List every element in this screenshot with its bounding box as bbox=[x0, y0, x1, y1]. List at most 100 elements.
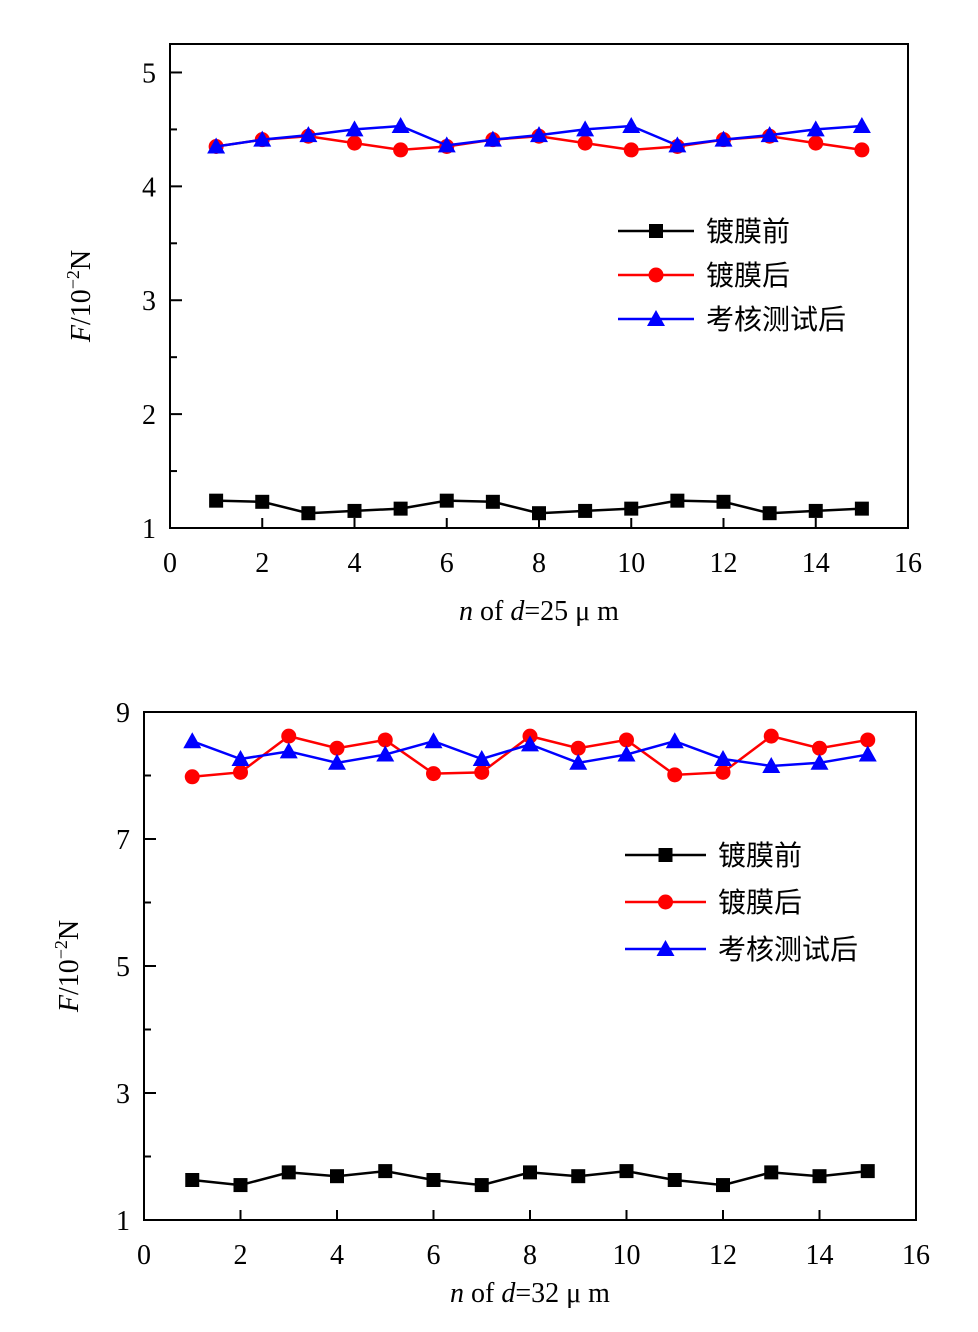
x-tick-label: 16 bbox=[902, 1240, 930, 1271]
y-tick-label: 7 bbox=[116, 825, 130, 856]
x-tick-label: 8 bbox=[532, 548, 546, 579]
data-point bbox=[521, 735, 539, 752]
data-point bbox=[209, 493, 224, 508]
data-point bbox=[347, 135, 362, 151]
data-point bbox=[378, 1164, 393, 1179]
data-point bbox=[665, 732, 684, 749]
x-tick-label: 2 bbox=[255, 548, 269, 579]
data-point bbox=[854, 142, 870, 158]
legend-entry: 镀膜后 bbox=[625, 886, 802, 919]
y-tick-label: 3 bbox=[116, 1079, 130, 1110]
data-point bbox=[233, 1178, 248, 1193]
legend-entry: 镀膜前 bbox=[618, 215, 790, 248]
data-point bbox=[530, 126, 548, 143]
data-point bbox=[852, 116, 871, 133]
data-point bbox=[716, 1178, 730, 1193]
y-tick-label: 9 bbox=[116, 698, 130, 729]
data-point bbox=[207, 137, 226, 154]
legend-label: 考核测试后 bbox=[706, 303, 846, 336]
y-tick-label: 3 bbox=[142, 286, 156, 317]
data-point bbox=[376, 745, 395, 762]
data-point bbox=[424, 732, 443, 749]
legend-entry: 镀膜前 bbox=[625, 839, 802, 872]
x-tick-label: 0 bbox=[137, 1240, 151, 1271]
data-point bbox=[299, 126, 318, 143]
data-point bbox=[668, 136, 687, 153]
data-point bbox=[714, 749, 732, 766]
data-point bbox=[667, 767, 683, 783]
data-point bbox=[532, 506, 546, 521]
x-axis-label: n of d=25 μ m bbox=[459, 596, 619, 627]
data-point bbox=[619, 732, 634, 748]
data-point bbox=[329, 740, 345, 756]
data-point bbox=[345, 120, 364, 137]
x-axis-label: n of d=32 μ m bbox=[450, 1278, 610, 1309]
legend-entry: 镀膜后 bbox=[618, 259, 790, 292]
x-tick-label: 6 bbox=[427, 1240, 441, 1271]
data-point bbox=[578, 503, 593, 518]
data-point bbox=[619, 1164, 634, 1179]
data-point bbox=[762, 506, 777, 521]
plot-frame bbox=[169, 43, 909, 529]
data-point bbox=[183, 732, 202, 749]
data-point bbox=[474, 1178, 489, 1193]
data-point bbox=[426, 766, 441, 782]
legend-label: 考核测试后 bbox=[718, 933, 858, 966]
data-point bbox=[391, 116, 410, 133]
data-point bbox=[760, 126, 779, 143]
data-point bbox=[812, 1169, 827, 1184]
x-tick-label: 4 bbox=[330, 1240, 344, 1271]
legend-marker bbox=[647, 310, 665, 326]
data-point bbox=[617, 745, 636, 762]
x-tick-label: 0 bbox=[163, 548, 177, 579]
x-tick-label: 14 bbox=[806, 1240, 834, 1271]
data-point bbox=[810, 753, 829, 770]
y-tick-label: 1 bbox=[142, 514, 156, 545]
data-point bbox=[806, 120, 825, 137]
data-point bbox=[622, 116, 641, 133]
legend-label: 镀膜前 bbox=[706, 215, 790, 248]
y-axis-label: F/10−2N bbox=[51, 920, 85, 1013]
data-point bbox=[233, 764, 248, 780]
data-point bbox=[483, 130, 502, 147]
data-point bbox=[858, 745, 877, 762]
data-point bbox=[281, 728, 297, 744]
data-point bbox=[623, 142, 639, 158]
x-tick-label: 10 bbox=[617, 548, 645, 579]
x-tick-label: 8 bbox=[523, 1240, 537, 1271]
data-point bbox=[624, 501, 639, 516]
data-point bbox=[667, 1172, 682, 1187]
plot-frame bbox=[143, 711, 917, 1221]
data-point bbox=[762, 756, 781, 773]
data-point bbox=[714, 130, 733, 147]
y-axis-label: F/10−2N bbox=[63, 250, 97, 343]
legend-marker bbox=[656, 940, 675, 956]
y-tick-label: 2 bbox=[142, 400, 156, 431]
series-3 bbox=[183, 732, 877, 773]
x-tick-label: 10 bbox=[613, 1240, 641, 1271]
data-point bbox=[328, 753, 346, 770]
x-tick-label: 12 bbox=[710, 548, 738, 579]
data-point bbox=[474, 764, 490, 780]
data-point bbox=[472, 749, 491, 766]
data-point bbox=[570, 740, 586, 756]
data-point bbox=[576, 120, 595, 137]
data-point bbox=[185, 1172, 200, 1187]
data-point bbox=[808, 503, 823, 518]
data-point bbox=[330, 1169, 344, 1184]
series-3 bbox=[207, 116, 871, 154]
legend-label: 镀膜前 bbox=[718, 839, 802, 872]
legend-label: 镀膜后 bbox=[718, 886, 802, 919]
x-tick-label: 6 bbox=[440, 548, 454, 579]
legend-entry: 考核测试后 bbox=[625, 933, 858, 966]
data-point bbox=[393, 142, 409, 158]
data-point bbox=[255, 494, 270, 509]
data-point bbox=[860, 1164, 875, 1179]
y-tick-label: 1 bbox=[116, 1206, 130, 1237]
data-point bbox=[670, 493, 685, 508]
legend-marker bbox=[649, 224, 663, 238]
data-point bbox=[763, 728, 779, 744]
x-tick-label: 4 bbox=[348, 548, 362, 579]
